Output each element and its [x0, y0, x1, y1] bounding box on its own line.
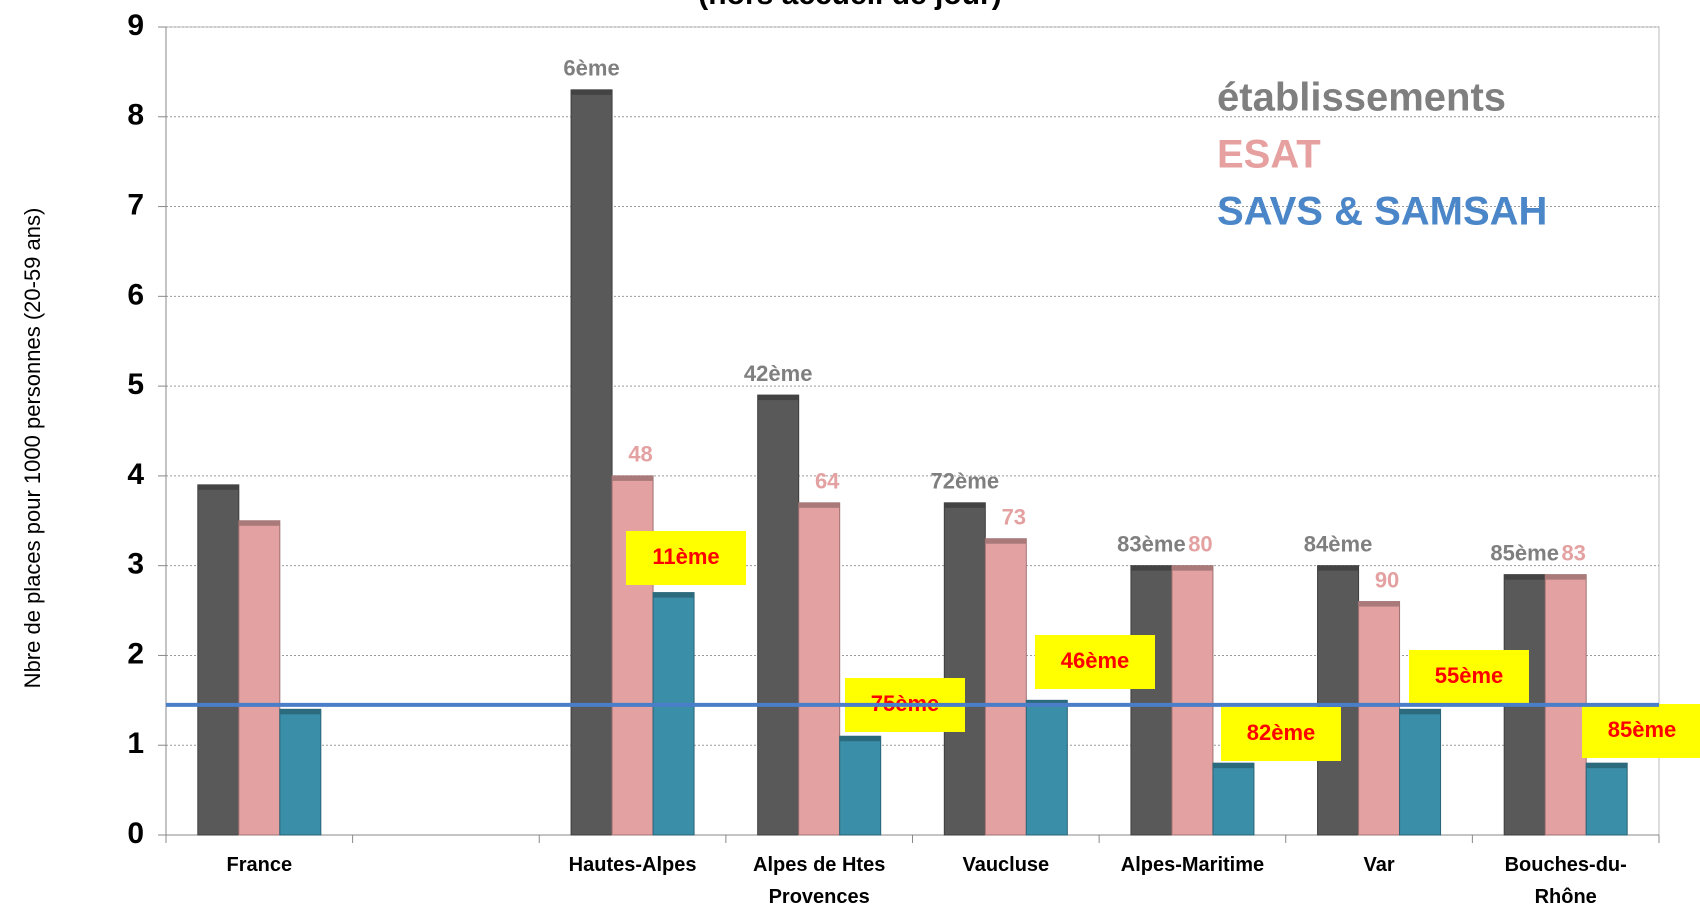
bar — [1171, 565, 1214, 836]
bar-top — [944, 502, 986, 508]
bar-top — [279, 709, 321, 715]
x-tick-label: Vaucluse — [962, 854, 1050, 876]
bar-top — [1399, 709, 1441, 715]
bar — [943, 502, 986, 836]
rank-box — [626, 531, 746, 585]
chart-title: (hors accueil de jour) — [698, 0, 1001, 11]
legend-entry: SAVS & SAMSAH — [1217, 190, 1547, 234]
y-tick-label: 0 — [127, 817, 144, 850]
bar — [798, 502, 841, 836]
y-tick-label: 7 — [127, 188, 144, 221]
bar-top — [571, 89, 613, 95]
rank-box — [1035, 635, 1155, 689]
bar — [1025, 699, 1068, 836]
x-tick-label: Var — [1363, 854, 1395, 876]
bar-top — [1212, 763, 1254, 769]
x-tick-label: France — [226, 854, 293, 876]
rank-label: 80 — [1188, 531, 1212, 556]
rank-label: 83ème — [1117, 531, 1186, 556]
y-tick-label: 9 — [127, 9, 144, 42]
bar-top — [839, 736, 881, 742]
rank-label: 55ème — [1435, 663, 1504, 688]
bar-top — [1504, 574, 1546, 580]
x-tick-label: Bouches-du-Rhône — [1504, 854, 1627, 908]
bar — [652, 592, 695, 836]
rank-label: 46ème — [1061, 648, 1130, 673]
legend-entry: ESAT — [1217, 133, 1321, 177]
rank-label: 85ème — [1608, 717, 1677, 742]
rank-box — [1221, 707, 1341, 761]
y-tick-label: 2 — [127, 637, 144, 670]
y-tick-label: 5 — [127, 368, 144, 401]
x-tick-label: Alpes-Maritime — [1120, 854, 1265, 876]
y-tick-label: 8 — [127, 99, 144, 132]
y-tick-label: 4 — [127, 458, 144, 491]
bar — [1130, 565, 1173, 836]
bar-top — [1358, 601, 1400, 607]
y-tick-label: 1 — [127, 727, 144, 760]
bar-top — [1317, 565, 1359, 571]
bar-top — [238, 520, 280, 526]
y-tick-label: 3 — [127, 548, 144, 581]
bar-top — [1171, 565, 1213, 571]
y-tick-label: 6 — [127, 278, 144, 311]
bar — [1317, 565, 1360, 836]
bar — [611, 475, 654, 836]
bar-top — [757, 395, 799, 401]
rank-label: 64 — [815, 469, 840, 494]
bar — [1212, 762, 1255, 836]
rank-label: 84ème — [1304, 531, 1373, 556]
bar-top — [1586, 763, 1628, 769]
rank-label: 83 — [1561, 540, 1585, 565]
rank-box — [1409, 650, 1529, 704]
x-tick-label: Hautes-Alpes — [568, 854, 697, 876]
bar-top — [1545, 574, 1587, 580]
bar — [238, 520, 281, 836]
bar-top — [798, 502, 840, 508]
rank-label: 90 — [1375, 567, 1399, 592]
bar — [279, 708, 322, 836]
rank-label: 73 — [1002, 505, 1026, 530]
bar — [1399, 708, 1442, 836]
x-tick-label: Alpes de Htes Provences — [753, 854, 886, 908]
bar — [197, 484, 240, 836]
rank-label: 6ème — [563, 56, 619, 81]
bar — [1358, 601, 1401, 836]
legend-entry: établissements — [1217, 76, 1506, 120]
bar — [757, 394, 800, 836]
rank-label: 11ème — [652, 544, 719, 569]
bar-top — [612, 475, 654, 481]
rank-label: 42ème — [744, 361, 813, 386]
rank-label: 85ème — [1490, 540, 1559, 565]
bar-top — [653, 592, 695, 598]
rank-label: 82ème — [1247, 720, 1316, 745]
rank-label: 72ème — [931, 469, 1000, 494]
rank-box — [1582, 704, 1700, 758]
bar-top — [985, 538, 1027, 544]
bar — [1585, 762, 1628, 836]
rank-label: 48 — [628, 442, 652, 467]
y-axis-label: Nbre de places pour 1000 personnes (20-5… — [20, 208, 45, 689]
bar-top — [197, 484, 239, 490]
bar — [839, 735, 882, 836]
bar — [984, 538, 1027, 836]
bar — [570, 89, 613, 836]
bar-top — [1130, 565, 1172, 571]
